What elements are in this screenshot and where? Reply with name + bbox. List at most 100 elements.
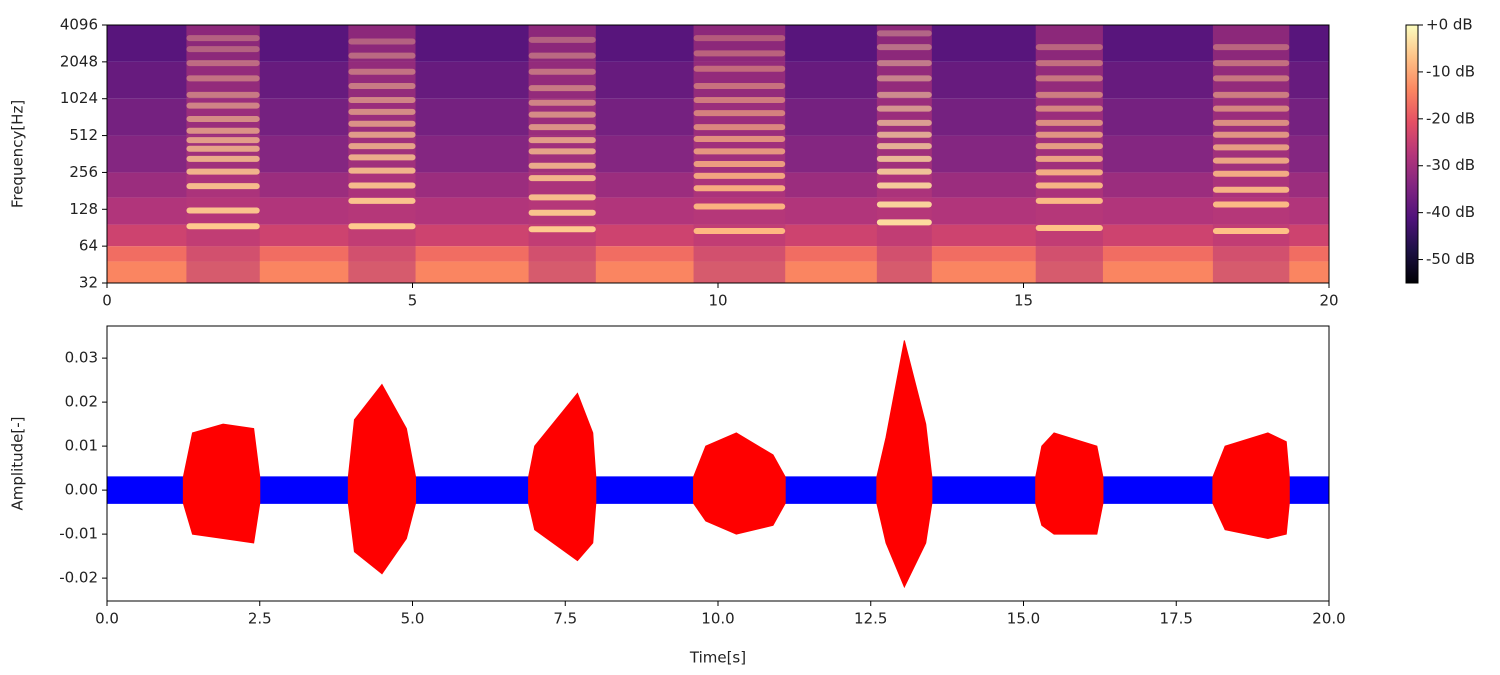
y-tick-label: -0.02 <box>59 569 98 587</box>
x-tick-label: 5 <box>408 292 418 310</box>
harmonic <box>348 154 416 161</box>
harmonic <box>693 50 786 57</box>
harmonic <box>186 168 260 175</box>
amplitude-envelope <box>1212 432 1290 540</box>
harmonic <box>876 155 932 162</box>
harmonic <box>876 60 932 67</box>
harmonic <box>1212 75 1290 82</box>
colorbar-tick-label: -10 dB <box>1426 62 1475 80</box>
y-tick-label: 64 <box>79 237 98 255</box>
colorbar <box>1405 24 1419 284</box>
harmonic <box>186 137 260 144</box>
harmonic <box>693 124 786 131</box>
x-tick-label: 10.0 <box>701 610 734 628</box>
harmonic <box>876 105 932 112</box>
harmonic <box>186 115 260 122</box>
amplitude-envelope <box>693 432 786 535</box>
harmonic <box>1035 44 1103 51</box>
harmonic <box>528 137 596 144</box>
y-tick-label: 512 <box>69 126 98 144</box>
harmonic <box>528 85 596 92</box>
harmonic <box>186 183 260 190</box>
x-tick-label: 15 <box>1014 292 1033 310</box>
harmonic <box>186 155 260 162</box>
harmonic <box>1212 157 1290 164</box>
harmonic <box>1035 169 1103 176</box>
harmonic <box>348 131 416 138</box>
call-region <box>348 25 416 283</box>
x-tick-label: 7.5 <box>553 610 577 628</box>
harmonic <box>1212 44 1290 51</box>
colorbar-tick-label: +0 dB <box>1426 16 1473 34</box>
harmonic <box>876 143 932 150</box>
x-tick-label: 0 <box>102 292 112 310</box>
harmonic <box>348 120 416 127</box>
y-tick-label: 1024 <box>60 89 98 107</box>
harmonic <box>876 44 932 51</box>
harmonic <box>1035 225 1103 232</box>
harmonic <box>693 185 786 192</box>
harmonic <box>528 175 596 182</box>
y-tick-label: 0.02 <box>65 393 98 411</box>
spectrogram <box>107 25 1329 283</box>
harmonic <box>528 148 596 155</box>
harmonic <box>1035 197 1103 204</box>
harmonic <box>348 167 416 174</box>
harmonic <box>1212 201 1290 208</box>
harmonic <box>186 46 260 53</box>
harmonic <box>348 83 416 90</box>
colorbar-tick-label: -50 dB <box>1426 250 1475 268</box>
harmonic <box>348 182 416 189</box>
x-tick-label: 20 <box>1319 292 1338 310</box>
harmonic <box>186 102 260 109</box>
harmonic <box>693 83 786 90</box>
y-tick-label: 0.00 <box>65 481 98 499</box>
harmonic <box>876 131 932 138</box>
colorbar-tick-label: -40 dB <box>1426 203 1475 221</box>
harmonic <box>693 136 786 143</box>
harmonic <box>348 108 416 115</box>
x-tick-label: 0.0 <box>95 610 119 628</box>
y-tick-label: 0.03 <box>65 349 98 367</box>
harmonic <box>528 124 596 131</box>
harmonic <box>348 223 416 230</box>
harmonic <box>528 111 596 118</box>
harmonic <box>1212 186 1290 193</box>
call-region <box>186 25 260 283</box>
colorbar-tick-label: -20 dB <box>1426 109 1475 127</box>
y-axis-label: Frequency[Hz] <box>9 100 27 208</box>
harmonic <box>693 203 786 210</box>
harmonic <box>1212 105 1290 112</box>
colorbar-tick-label: -30 dB <box>1426 156 1475 174</box>
harmonic <box>528 36 596 43</box>
harmonic <box>1035 182 1103 189</box>
call-region <box>1212 25 1290 283</box>
harmonic <box>1212 60 1290 67</box>
x-tick-label: 17.5 <box>1160 610 1193 628</box>
harmonic <box>1035 143 1103 150</box>
y-tick-label: 128 <box>69 200 98 218</box>
harmonic <box>348 52 416 59</box>
harmonic <box>528 52 596 59</box>
harmonic <box>876 119 932 126</box>
harmonic <box>1212 144 1290 151</box>
x-tick-label: 12.5 <box>854 610 887 628</box>
harmonic <box>186 127 260 134</box>
harmonic <box>693 228 786 235</box>
harmonic <box>693 148 786 155</box>
harmonic <box>528 194 596 201</box>
harmonic <box>1035 131 1103 138</box>
y-tick-label: 4096 <box>60 16 98 34</box>
harmonic <box>876 30 932 37</box>
harmonic <box>186 35 260 42</box>
harmonic <box>693 172 786 179</box>
harmonic <box>186 60 260 67</box>
harmonic <box>186 207 260 214</box>
harmonic <box>1035 155 1103 162</box>
harmonic <box>1212 170 1290 177</box>
amplitude-envelope <box>347 383 417 575</box>
amplitude-envelope <box>528 392 597 562</box>
harmonic <box>1035 105 1103 112</box>
y-tick-label: -0.01 <box>59 525 98 543</box>
